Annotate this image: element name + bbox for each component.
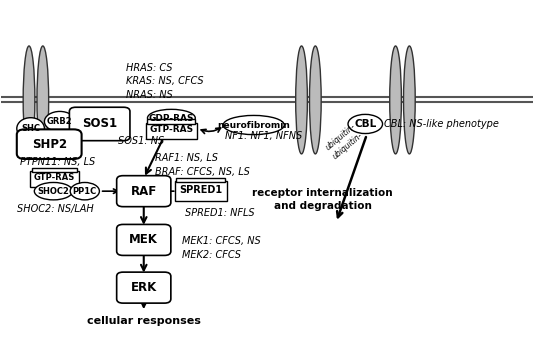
Text: MEK: MEK <box>129 233 158 246</box>
Ellipse shape <box>310 46 321 154</box>
Text: SPRED1: NFLS: SPRED1: NFLS <box>185 208 254 218</box>
FancyBboxPatch shape <box>30 171 78 187</box>
Ellipse shape <box>390 46 402 154</box>
Text: PP1C: PP1C <box>73 187 97 196</box>
Text: RAF: RAF <box>131 185 157 198</box>
FancyBboxPatch shape <box>175 181 226 201</box>
Text: SHOC2: SHOC2 <box>37 187 69 196</box>
Text: GTP-RAS: GTP-RAS <box>34 173 75 182</box>
Text: SOS1: NS: SOS1: NS <box>118 136 164 146</box>
Text: ERK: ERK <box>131 281 157 294</box>
Text: RAF1: NS, LS
BRAF: CFCS, NS, LS: RAF1: NS, LS BRAF: CFCS, NS, LS <box>155 153 250 177</box>
FancyBboxPatch shape <box>116 176 171 207</box>
Ellipse shape <box>147 110 195 127</box>
Text: PTPN11: NS, LS: PTPN11: NS, LS <box>20 157 95 167</box>
FancyBboxPatch shape <box>32 168 77 172</box>
Text: cellular responses: cellular responses <box>87 316 201 326</box>
Text: CBL: NS-like phenotype: CBL: NS-like phenotype <box>384 119 499 129</box>
Text: receptor internalization
and degradation: receptor internalization and degradation <box>253 188 393 211</box>
Ellipse shape <box>37 46 49 154</box>
Text: HRAS: CS
KRAS: NS, CFCS
NRAS: NS: HRAS: CS KRAS: NS, CFCS NRAS: NS <box>126 63 204 100</box>
FancyBboxPatch shape <box>17 130 82 159</box>
FancyBboxPatch shape <box>69 107 130 141</box>
Text: SPRED1: SPRED1 <box>179 185 222 195</box>
Text: GDP-RAS: GDP-RAS <box>148 113 194 122</box>
Ellipse shape <box>348 114 382 133</box>
Text: CBL: CBL <box>354 119 376 129</box>
Ellipse shape <box>44 111 75 132</box>
Ellipse shape <box>34 183 73 200</box>
Text: GTP-RAS: GTP-RAS <box>150 125 193 134</box>
Text: NF1: NF1, NFNS: NF1: NF1, NFNS <box>224 131 302 141</box>
Text: SHC: SHC <box>21 124 40 133</box>
FancyBboxPatch shape <box>116 224 171 256</box>
Ellipse shape <box>70 183 99 200</box>
FancyBboxPatch shape <box>176 178 225 183</box>
Text: SHOC2: NS/LAH: SHOC2: NS/LAH <box>17 204 94 213</box>
Text: MEK1: CFCS, NS
MEK2: CFCS: MEK1: CFCS, NS MEK2: CFCS <box>182 236 261 259</box>
Text: SHP2: SHP2 <box>32 138 67 151</box>
Ellipse shape <box>223 115 284 134</box>
FancyBboxPatch shape <box>116 272 171 303</box>
Ellipse shape <box>17 118 44 139</box>
Text: GRB2: GRB2 <box>47 117 73 126</box>
Text: ubiquitin-
ubiquitin-: ubiquitin- ubiquitin- <box>324 122 365 161</box>
Ellipse shape <box>296 46 308 154</box>
Text: SOS1: SOS1 <box>82 118 117 131</box>
Ellipse shape <box>23 46 35 154</box>
FancyBboxPatch shape <box>146 123 197 139</box>
Ellipse shape <box>404 46 415 154</box>
FancyBboxPatch shape <box>147 119 195 124</box>
Text: neurofibromin: neurofibromin <box>217 120 290 130</box>
